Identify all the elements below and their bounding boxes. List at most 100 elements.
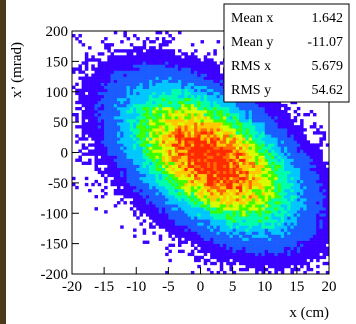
heatmap-cell: [267, 201, 272, 205]
heatmap-cell: [171, 213, 176, 217]
y-tick-label: -100: [41, 206, 69, 222]
heatmap-cell: [78, 125, 82, 129]
heatmap-cell: [206, 85, 211, 90]
heatmap-cell: [239, 219, 243, 223]
heatmap-cell: [171, 191, 176, 196]
heatmap-cell: [107, 67, 111, 71]
heatmap-cell: [107, 76, 111, 80]
heatmap-cell: [277, 225, 282, 229]
heatmap-cell: [239, 204, 243, 208]
heatmap-cell: [126, 164, 131, 168]
heatmap-cell: [242, 170, 246, 175]
heatmap-cell: [325, 167, 330, 172]
heatmap-cell: [245, 146, 249, 150]
heatmap-cell: [258, 225, 262, 229]
heatmap-cell: [139, 61, 143, 65]
heatmap-cell: [235, 191, 240, 196]
heatmap-cell: [168, 173, 172, 178]
heatmap-cell: [187, 88, 192, 93]
heatmap-cell: [258, 173, 262, 178]
heatmap-cell: [149, 70, 153, 74]
heatmap-cell: [88, 152, 92, 156]
heatmap-cell: [181, 100, 185, 105]
heatmap-cell: [312, 237, 317, 241]
heatmap-cell: [274, 140, 278, 144]
heatmap-cell: [255, 237, 259, 241]
heatmap-cell: [251, 237, 256, 241]
heatmap-cell: [303, 170, 307, 175]
heatmap-cell: [219, 191, 224, 196]
heatmap-cell: [181, 88, 185, 93]
heatmap-cell: [312, 182, 317, 187]
heatmap-cell: [274, 185, 278, 190]
heatmap-cell: [206, 52, 211, 56]
heatmap-cell: [258, 255, 262, 260]
heatmap-cell: [216, 243, 221, 247]
heatmap-cell: [293, 146, 298, 150]
heatmap-cell: [242, 164, 246, 168]
heatmap-cell: [258, 113, 262, 117]
heatmap-cell: [245, 207, 249, 211]
heatmap-cell: [133, 128, 137, 132]
heatmap-cell: [142, 219, 147, 223]
heatmap-cell: [142, 140, 147, 144]
heatmap-cell: [213, 79, 217, 83]
heatmap-cell: [133, 143, 137, 147]
heatmap-cell: [171, 52, 176, 56]
x-tick-label: -10: [126, 279, 146, 295]
heatmap-cell: [277, 252, 282, 257]
heatmap-cell: [264, 167, 269, 172]
heatmap-cell: [222, 225, 227, 229]
heatmap-cell: [184, 146, 188, 150]
heatmap-cell: [200, 122, 205, 126]
heatmap-cell: [226, 201, 230, 205]
heatmap-cell: [94, 116, 98, 120]
heatmap-cell: [226, 243, 230, 247]
heatmap-cell: [309, 252, 314, 257]
heatmap-cell: [165, 246, 169, 250]
heatmap-cell: [129, 113, 134, 117]
heatmap-cell: [129, 201, 134, 205]
heatmap-cell: [219, 164, 224, 168]
heatmap-cell: [190, 207, 195, 211]
heatmap-cell: [309, 213, 314, 217]
heatmap-cell: [222, 210, 227, 214]
heatmap-cell: [261, 185, 266, 190]
heatmap-cell: [219, 137, 224, 141]
heatmap-cell: [296, 255, 301, 260]
heatmap-cell: [300, 128, 304, 132]
heatmap-cell: [155, 173, 160, 178]
heatmap-cell: [306, 216, 311, 220]
heatmap-cell: [274, 261, 278, 266]
heatmap-cell: [161, 125, 166, 129]
heatmap-cell: [187, 167, 192, 172]
heatmap-cell: [309, 182, 314, 187]
heatmap-cell: [229, 155, 233, 159]
heatmap-cell: [129, 97, 134, 102]
heatmap-cell: [200, 191, 205, 196]
heatmap-cell: [210, 191, 214, 196]
heatmap-cell: [303, 188, 307, 193]
heatmap-cell: [293, 213, 298, 217]
heatmap-cell: [303, 246, 307, 250]
heatmap-cell: [133, 85, 137, 90]
heatmap-cell: [149, 195, 153, 199]
heatmap-cell: [200, 67, 205, 71]
heatmap-cell: [261, 164, 266, 168]
heatmap-cell: [129, 182, 134, 187]
heatmap-cell: [197, 167, 201, 172]
heatmap-cell: [203, 55, 208, 59]
heatmap-cell: [210, 195, 214, 199]
heatmap-cell: [255, 173, 259, 178]
heatmap-cell: [280, 237, 285, 241]
y-tick-label: 100: [46, 85, 69, 101]
heatmap-cell: [303, 201, 307, 205]
heatmap-cell: [245, 198, 249, 202]
heatmap-cell: [187, 79, 192, 83]
heatmap-cell: [197, 264, 201, 269]
heatmap-cell: [264, 210, 269, 214]
heatmap-cell: [133, 204, 137, 208]
heatmap-cell: [251, 113, 256, 117]
heatmap-cell: [213, 122, 217, 126]
heatmap-cell: [287, 195, 291, 199]
